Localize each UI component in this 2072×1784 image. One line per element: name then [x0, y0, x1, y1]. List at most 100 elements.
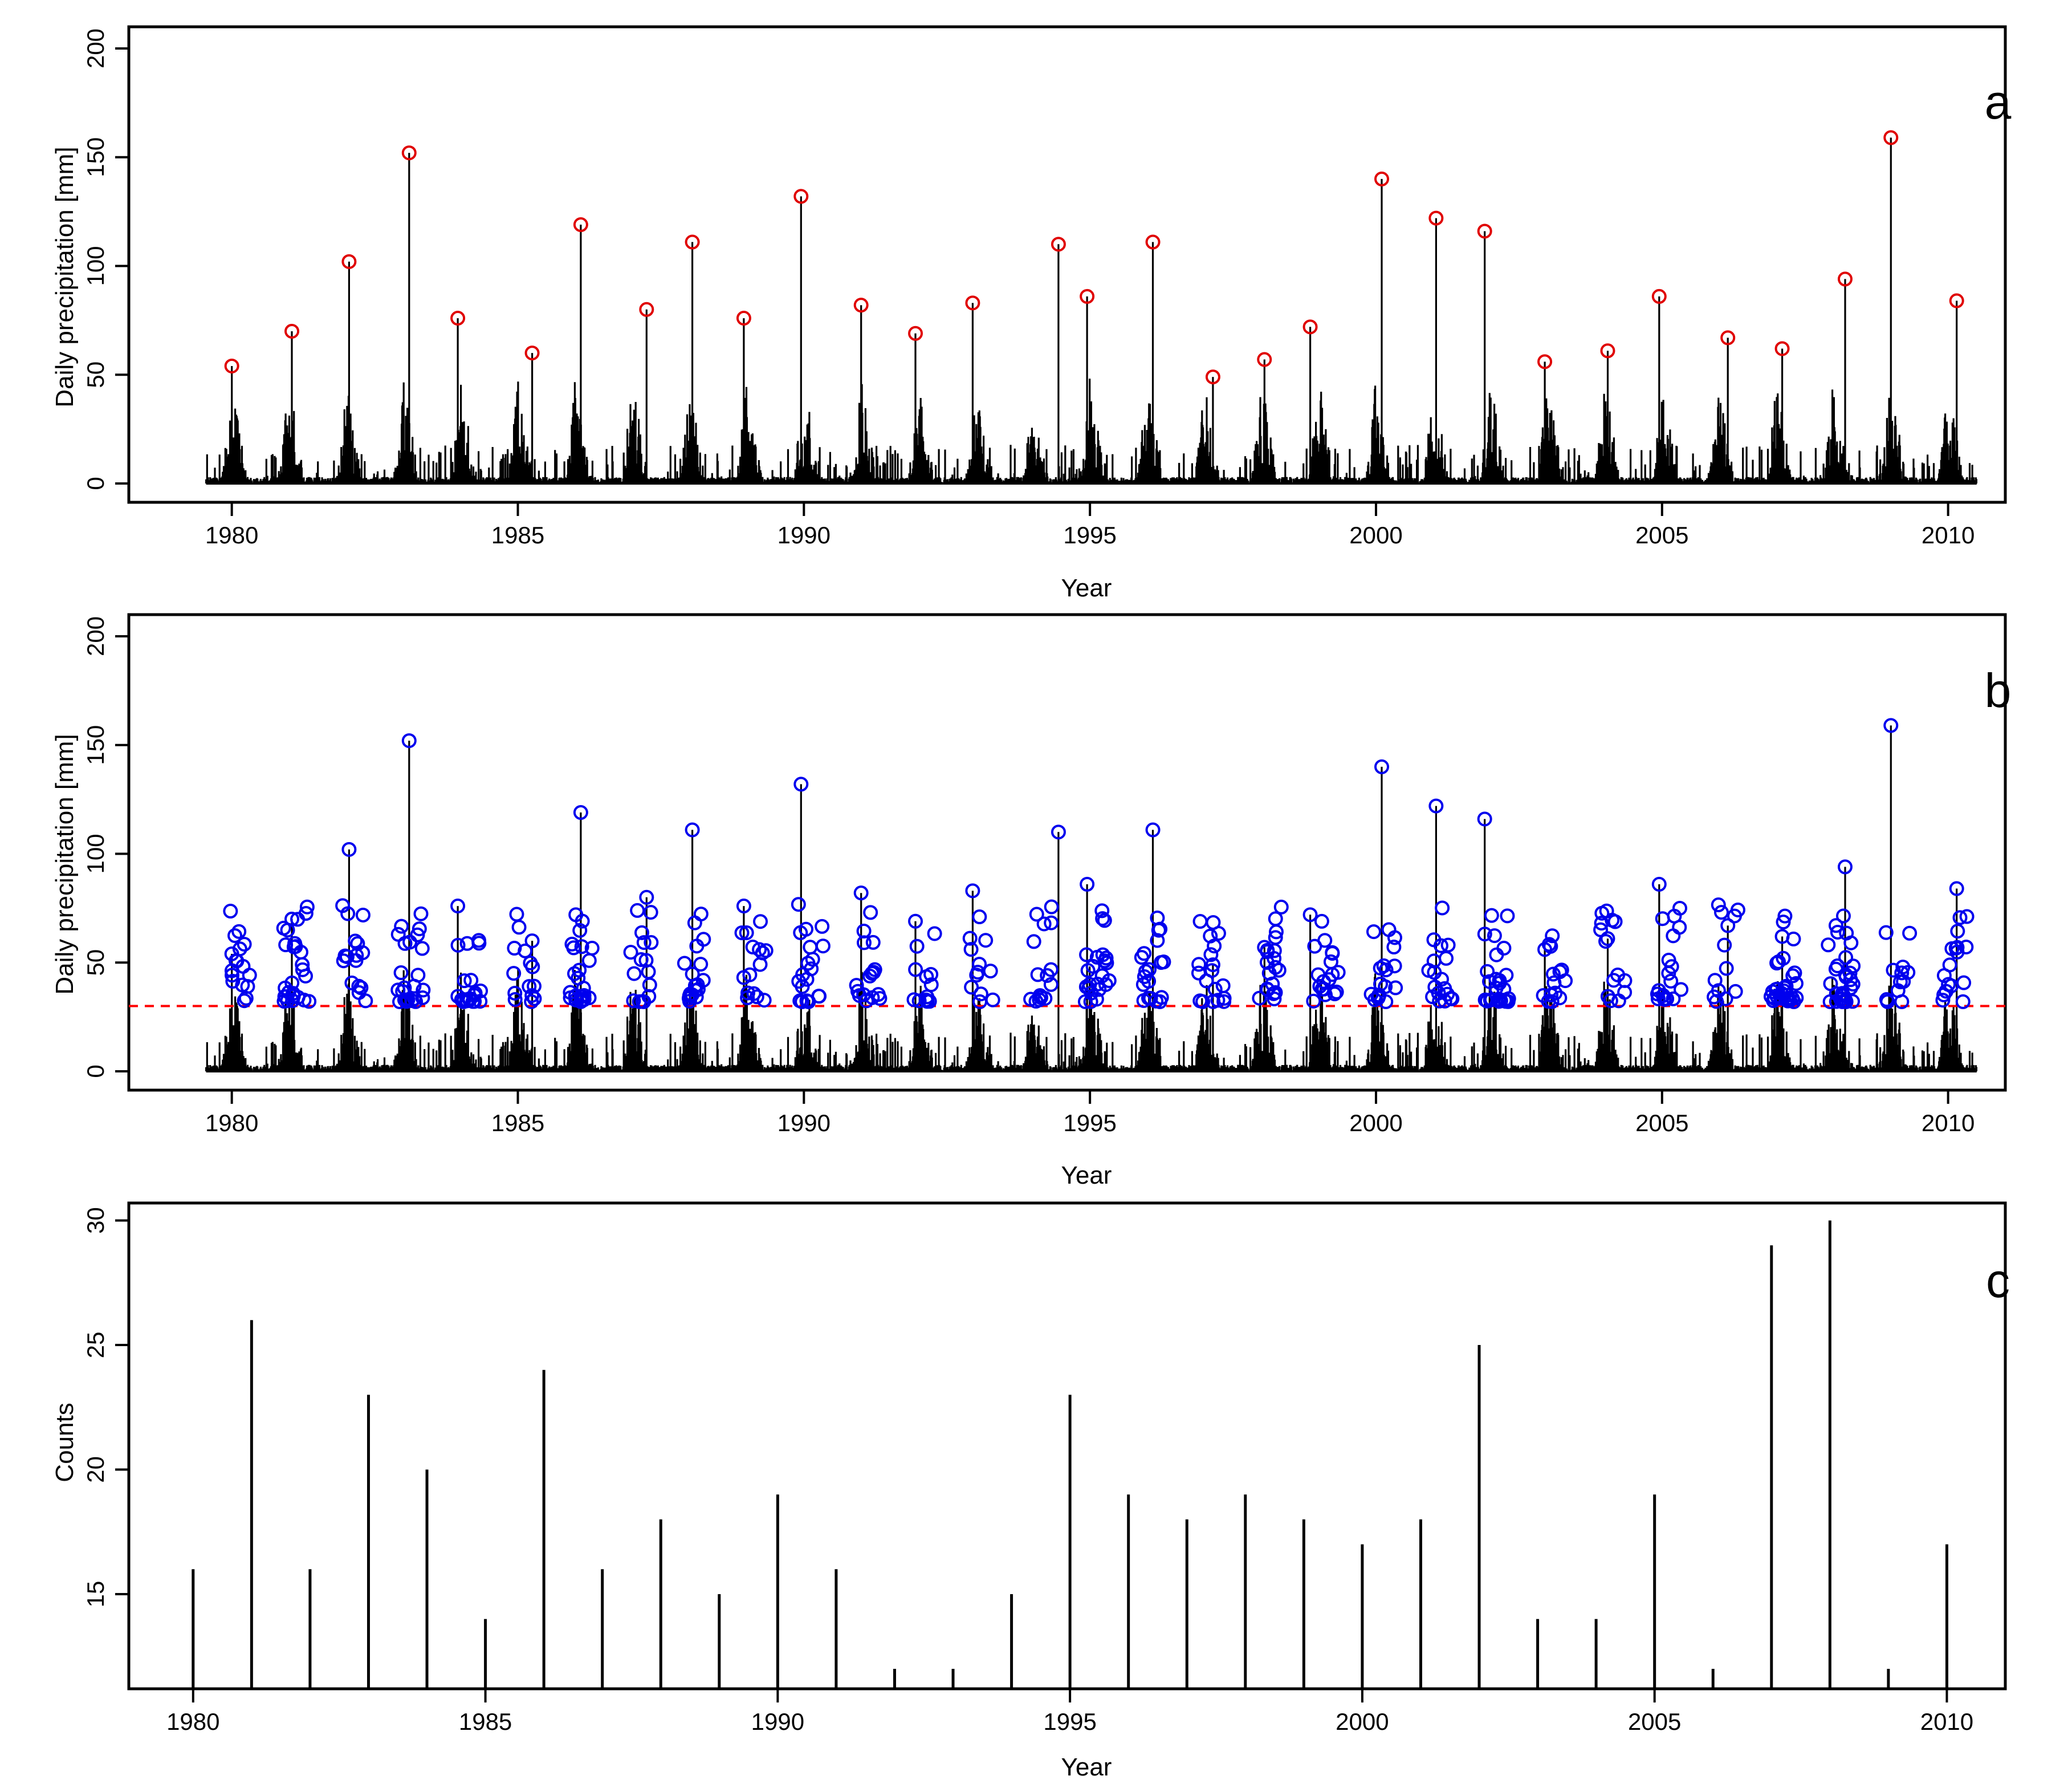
- exceedance-marker: [1952, 910, 1968, 925]
- exceedance-marker: [1878, 925, 1894, 940]
- exceedance-marker: [1776, 915, 1791, 930]
- exceedance-marker: [740, 985, 756, 1001]
- x-tick-label: 1980: [205, 1110, 258, 1136]
- exceedance-marker: [524, 988, 540, 1003]
- panel-a-markers: [224, 130, 1964, 385]
- exceedance-marker: [638, 953, 654, 968]
- exceedance-marker: [1617, 985, 1633, 1000]
- exceedance-marker: [225, 968, 240, 983]
- annual-max-marker: [524, 346, 540, 361]
- x-tick-label: 1990: [777, 1110, 831, 1136]
- exceedance-marker: [1477, 811, 1492, 827]
- exceedance-marker: [972, 909, 987, 925]
- exceedance-marker: [416, 982, 431, 998]
- exceedance-marker: [756, 993, 772, 1008]
- y-tick-label: 0: [82, 477, 109, 490]
- exceedance-marker: [1268, 924, 1284, 940]
- exceedance-marker: [223, 904, 238, 919]
- exceedance-marker: [1607, 914, 1623, 929]
- annual-max-marker: [1949, 293, 1964, 308]
- exceedance-marker: [1661, 966, 1676, 981]
- exceedance-marker: [1672, 900, 1687, 916]
- exceedance-marker: [1711, 897, 1726, 913]
- exceedance-marker: [393, 965, 409, 981]
- exceedance-marker: [1650, 991, 1666, 1006]
- panel-b-series: [205, 725, 1977, 1072]
- exceedance-marker: [1191, 957, 1207, 972]
- x-tick-label: 2005: [1628, 1708, 1681, 1735]
- exceedance-marker: [1199, 973, 1214, 989]
- exceedance-marker: [1537, 942, 1553, 957]
- exceedance-marker: [527, 991, 542, 1006]
- annual-max-marker: [1720, 330, 1736, 346]
- precipitation-series: [205, 725, 1977, 1071]
- exceedance-marker: [1095, 947, 1110, 962]
- exceedance-marker: [866, 965, 881, 980]
- exceedance-marker: [1090, 977, 1105, 992]
- x-tick-label: 2000: [1349, 522, 1402, 548]
- exceedance-marker: [450, 937, 466, 953]
- exceedance-marker: [849, 978, 864, 993]
- exceedance-marker: [859, 993, 874, 1009]
- x-tick-label: 1980: [205, 522, 258, 548]
- exceedance-marker: [450, 899, 466, 914]
- exceedance-marker: [734, 925, 750, 941]
- exceedance-marker: [1381, 922, 1397, 937]
- exceedance-marker: [758, 943, 774, 958]
- exceedance-marker: [1489, 947, 1504, 962]
- annual-max-marker: [639, 302, 654, 317]
- exceedance-marker: [923, 977, 939, 993]
- y-tick-label: 30: [82, 1207, 109, 1234]
- exceedance-marker: [1044, 899, 1059, 915]
- exceedance-marker: [1098, 977, 1113, 992]
- panel-c-bars: [192, 1220, 1948, 1689]
- annual-max-marker: [1051, 237, 1066, 252]
- exceedance-marker: [1936, 987, 1952, 1002]
- exceedance-marker: [1830, 924, 1845, 940]
- exceedance-marker: [799, 921, 814, 937]
- panel-a-label: a: [1985, 75, 2012, 129]
- y-tick-label: 20: [82, 1456, 109, 1483]
- exceedance-marker: [972, 957, 987, 972]
- annual-max-marker: [1477, 223, 1492, 239]
- exceedance-marker: [1949, 940, 1965, 955]
- panel-b-frame: [127, 613, 2007, 1092]
- exceedance-marker: [1191, 965, 1206, 981]
- exceedance-marker: [1720, 918, 1736, 933]
- exceedance-marker: [623, 945, 638, 960]
- exceedance-marker: [1487, 928, 1502, 944]
- exceedance-marker: [634, 925, 649, 940]
- exceedance-marker: [575, 913, 590, 929]
- exceedance-marker: [1145, 822, 1161, 838]
- x-tick-label: 1985: [491, 1110, 544, 1136]
- panel-b-yaxis: 0 50 100 150 200: [82, 616, 129, 1078]
- exceedance-marker: [280, 993, 295, 1009]
- annual-max-marker: [965, 295, 980, 311]
- exceedance-marker: [739, 925, 754, 940]
- exceedance-marker: [1477, 992, 1493, 1007]
- exceedance-marker: [862, 968, 877, 984]
- annual-max-marker: [1651, 288, 1667, 304]
- exceedance-marker: [1085, 958, 1101, 974]
- exceedance-marker: [1427, 965, 1442, 980]
- exceedance-marker: [1482, 974, 1497, 989]
- exceedance-marker: [339, 949, 355, 964]
- annual-max-marker: [450, 311, 466, 326]
- exceedance-marker: [573, 805, 588, 820]
- exceedance-marker: [793, 777, 809, 792]
- exceedance-marker: [965, 883, 980, 899]
- x-tick-label: 1985: [491, 522, 544, 548]
- exceedance-marker: [341, 842, 357, 857]
- exceedance-marker: [1545, 966, 1561, 982]
- exceedance-marker: [1261, 965, 1277, 981]
- exceedance-marker: [1079, 947, 1094, 962]
- exceedance-marker: [394, 919, 409, 934]
- x-tick-label: 2000: [1336, 1708, 1389, 1735]
- exceedance-marker: [401, 733, 417, 749]
- annual-max-marker: [284, 323, 300, 339]
- exceedance-marker: [1257, 940, 1272, 955]
- exceedance-marker: [227, 928, 243, 943]
- exceedance-marker: [238, 990, 254, 1006]
- exceedance-marker: [276, 920, 291, 936]
